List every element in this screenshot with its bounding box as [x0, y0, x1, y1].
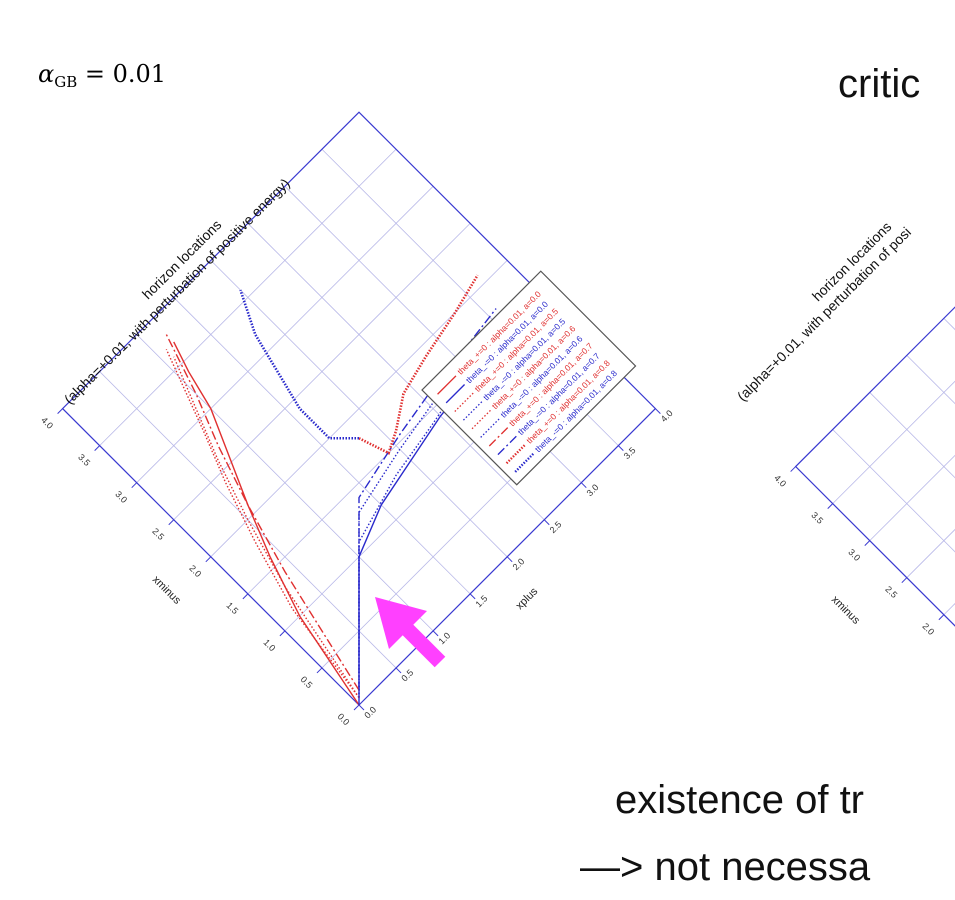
xminus-tick-label: 4.0 — [39, 415, 55, 431]
tick-mark — [395, 667, 402, 674]
series-line — [173, 341, 360, 706]
xminus-tick-label: 2.0 — [187, 563, 203, 579]
arrow-shaft — [397, 619, 446, 668]
xminus-tick-label: 2.5 — [150, 526, 166, 542]
xminus-tick-label: 4.0 — [772, 473, 788, 489]
xminus-tick-label: 3.0 — [113, 489, 129, 505]
grid-line — [906, 528, 955, 578]
horizon-plot-left: 0.0 0.0 0.5 0.5 1.0 1.0 1.5 1.5 2.0 2.0 2.5 2.5 3.0 3… — [39, 111, 675, 727]
legend-swatch — [497, 435, 517, 456]
xminus-tick-label: 3.5 — [76, 452, 92, 468]
tick-mark — [432, 630, 439, 637]
alpha-gb-label: αGB = 0.01 — [38, 60, 166, 91]
grid-line — [136, 186, 434, 483]
xplus-axis-label: xplus — [514, 585, 541, 612]
tick-mark — [827, 503, 834, 509]
plot-subtitle: (alpha=+0.01, with perturbation of posit… — [61, 175, 293, 407]
tick-mark — [205, 556, 212, 563]
legend-swatch — [488, 427, 509, 447]
tick-mark — [57, 408, 63, 414]
tick-mark — [580, 482, 587, 489]
legend-swatch — [445, 384, 466, 404]
xplus-tick-label: 1.0 — [436, 630, 452, 646]
alpha-value: = 0.01 — [77, 60, 167, 88]
legend-swatch — [462, 401, 483, 421]
xplus-tick-label: 0.5 — [399, 667, 415, 683]
plot-frame — [61, 111, 657, 706]
tick-mark — [358, 704, 365, 711]
tick-mark — [353, 704, 360, 711]
grid-line — [832, 429, 955, 553]
tick-mark — [938, 614, 945, 621]
tick-mark — [506, 556, 513, 563]
tick-mark — [655, 408, 661, 414]
legend-swatch — [471, 409, 491, 430]
grid-line — [99, 148, 397, 446]
tick-mark — [864, 540, 871, 547]
series-line — [165, 334, 360, 691]
xplus-tick-label: 4.0 — [659, 408, 675, 424]
grid-line — [210, 260, 508, 558]
xminus-tick-label: 0.0 — [336, 711, 352, 727]
series-line — [358, 308, 497, 691]
alpha-symbol: α — [38, 60, 55, 88]
xminus-axis-label: xminus — [150, 574, 183, 607]
grid-line — [832, 380, 955, 504]
xminus-tick-label: 0.5 — [299, 674, 315, 690]
series-line — [358, 274, 479, 455]
series-line — [239, 289, 359, 440]
grid-line — [906, 355, 955, 405]
xminus-tick-label: 2.0 — [920, 621, 936, 637]
slide-heading-fragment: critic — [838, 62, 921, 106]
tick-mark — [543, 519, 550, 526]
xplus-tick-label: 2.5 — [548, 519, 564, 535]
tick-mark — [94, 445, 101, 452]
tick-mark — [901, 577, 908, 584]
legend-swatch — [480, 418, 500, 438]
xplus-tick-label: 3.5 — [622, 445, 638, 461]
grid-line — [869, 454, 955, 541]
series-line — [165, 349, 360, 699]
grid-line — [795, 466, 955, 627]
grid-line — [869, 392, 955, 479]
grid-line — [173, 223, 471, 521]
tick-mark — [469, 593, 476, 600]
tick-mark — [279, 630, 286, 637]
alpha-subscript: GB — [54, 73, 78, 91]
legend-swatch — [505, 444, 526, 465]
xminus-tick-label: 3.5 — [809, 510, 825, 526]
tick-mark — [131, 482, 138, 489]
tick-mark — [316, 667, 323, 674]
bottom-text-line-2: —> not necessa — [580, 845, 871, 889]
tick-mark — [617, 445, 624, 452]
plot-subtitle: (alpha=+0.01, with perturbation of posi — [734, 224, 914, 404]
xplus-tick-label: 2.0 — [511, 556, 527, 572]
highlight-arrow — [375, 597, 446, 668]
legend-box — [421, 270, 637, 486]
xminus-tick-label: 3.0 — [846, 547, 862, 563]
xplus-tick-label: 1.5 — [473, 593, 489, 609]
plot-frame — [794, 306, 955, 627]
bottom-text-line-1: existence of tr — [615, 778, 865, 822]
legend-swatch — [514, 452, 535, 473]
xminus-tick-label: 2.5 — [883, 584, 899, 600]
tick-mark — [242, 593, 249, 600]
tick-mark — [790, 466, 797, 472]
legend-swatch — [454, 392, 474, 412]
xminus-axis-label: xminus — [829, 594, 862, 627]
xplus-tick-label: 0.0 — [362, 704, 378, 720]
legend-swatch — [437, 375, 457, 395]
xplus-tick-label: 3.0 — [585, 482, 601, 498]
xminus-tick-label: 1.5 — [224, 600, 240, 616]
arrow-head — [375, 597, 427, 649]
grid-line — [247, 223, 545, 521]
xminus-tick-label: 1.0 — [261, 637, 277, 653]
tick-mark — [168, 519, 175, 526]
series-line — [358, 322, 497, 698]
